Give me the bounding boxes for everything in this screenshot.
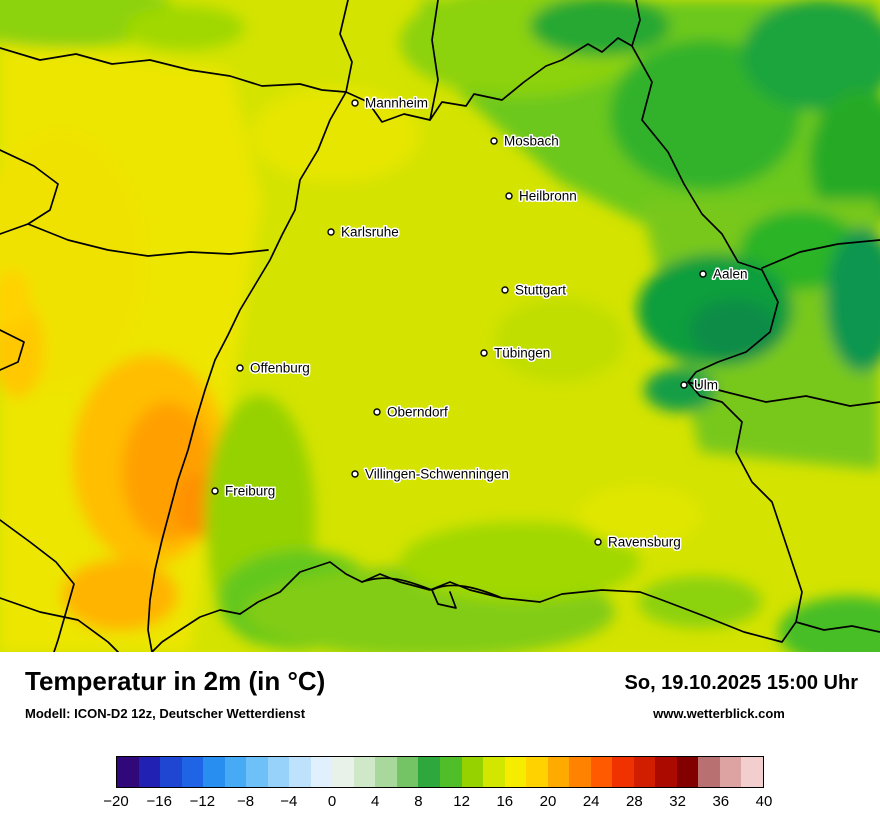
legend-color-segment [439, 757, 462, 787]
city-label: Aalen [713, 267, 748, 282]
temperature-scale-ticks: −20 −16 −12 −8 −4 0 4 8 12 16 20 24 28 32 36 40 [103, 793, 772, 813]
legend-color-segment [117, 757, 139, 787]
city-label: Offenburg [250, 361, 310, 376]
legend-color-segment [655, 757, 677, 787]
legend-color-segment [310, 757, 333, 787]
legend-tick-label: 32 [669, 793, 686, 810]
legend-tick-label: −20 [103, 793, 129, 810]
legend-color-segment [138, 757, 161, 787]
city-dot [490, 137, 498, 145]
city-label: Villingen-Schwenningen [365, 467, 509, 482]
city-label: Ulm [694, 378, 718, 393]
legend-color-segment [676, 757, 699, 787]
temperature-color-scale [116, 756, 764, 788]
legend-tick-label: 16 [496, 793, 514, 810]
city-dot [373, 408, 381, 416]
legend-color-segment [203, 757, 225, 787]
legend-tick-label: 4 [371, 793, 380, 810]
legend-tick-label: 28 [626, 793, 643, 810]
website-url: www.wetterblick.com [653, 706, 785, 721]
legend-tick-label: 20 [539, 793, 557, 810]
legend-color-segment [396, 757, 419, 787]
legend-color-segment [160, 757, 182, 787]
legend-color-segment [569, 757, 591, 787]
city-label: Stuttgart [515, 283, 566, 298]
city-dot [480, 349, 488, 357]
legend-tick-label: 40 [755, 793, 773, 810]
city-label: Oberndorf [387, 405, 448, 420]
page-title: Temperatur in 2m (in °C) [25, 666, 326, 696]
legend-color-segment [526, 757, 548, 787]
city-dot [211, 487, 219, 495]
legend-color-segment [375, 757, 397, 787]
city-marker-oberndorf: Oberndorf [373, 403, 450, 421]
model-info: Modell: ICON-D2 12z, Deutscher Wetterdie… [25, 706, 306, 721]
legend-color-segment [418, 757, 440, 787]
city-dot [351, 99, 359, 107]
city-marker-mannheim: Mannheim [351, 94, 430, 112]
legend-color-segment [246, 757, 268, 787]
border-lines [0, 0, 880, 652]
legend-color-segment [590, 757, 613, 787]
legend-color-segment [698, 757, 720, 787]
legend-tick-label: −8 [237, 793, 255, 810]
city-label: Freiburg [225, 484, 275, 499]
legend-color-segment [289, 757, 311, 787]
legend-tick-label: 12 [453, 793, 470, 810]
city-label: Mosbach [504, 134, 559, 149]
city-dot [699, 270, 707, 278]
temperature-map: Mannheim Mosbach Heilbronn Karlsruhe Stuttga… [0, 0, 880, 652]
legend-tick-label: −12 [189, 793, 216, 810]
legend-tick-label: 0 [327, 793, 337, 810]
city-marker-stuttgart: Stuttgart [501, 281, 568, 299]
city-dot [351, 470, 359, 478]
city-marker-offenburg: Offenburg [236, 359, 311, 377]
city-dot [594, 538, 602, 546]
city-marker-villingen-schwenningen: Villingen-Schwenningen [351, 465, 510, 483]
city-layer: Mannheim Mosbach Heilbronn Karlsruhe Stuttga… [211, 94, 749, 551]
city-marker-ravensburg: Ravensburg [594, 533, 682, 551]
legend-color-segment [547, 757, 570, 787]
legend-color-segment [504, 757, 527, 787]
legend-color-segment [483, 757, 505, 787]
city-dot [236, 364, 244, 372]
city-label: Heilbronn [519, 189, 577, 204]
city-marker-ulm: Ulm [680, 376, 720, 394]
city-marker-aalen: Aalen [699, 265, 749, 283]
legend-tick-label: 8 [414, 793, 423, 810]
city-marker-karlsruhe: Karlsruhe [327, 223, 400, 241]
legend-tick-label: −4 [280, 793, 298, 810]
legend-color-segment [332, 757, 354, 787]
forecast-datetime: So, 19.10.2025 15:00 Uhr [624, 672, 858, 694]
legend-color-segment [612, 757, 634, 787]
legend-color-segment [181, 757, 204, 787]
legend-tick-label: 24 [582, 793, 600, 810]
legend-color-segment [224, 757, 247, 787]
city-marker-heilbronn: Heilbronn [505, 187, 578, 205]
legend-color-segment [461, 757, 484, 787]
legend-color-segment [741, 757, 763, 787]
legend-tick-label: 36 [712, 793, 730, 810]
city-marker-mosbach: Mosbach [490, 132, 560, 150]
city-label: Mannheim [365, 96, 428, 111]
legend-color-segment [267, 757, 290, 787]
city-dot [505, 192, 513, 200]
city-dot [680, 381, 688, 389]
city-dot [501, 286, 509, 294]
legend-color-segment [719, 757, 742, 787]
city-marker-freiburg: Freiburg [211, 482, 277, 500]
legend-color-segment [353, 757, 376, 787]
city-dot [327, 228, 335, 236]
city-label: Ravensburg [608, 535, 681, 550]
legend-tick-label: −16 [146, 793, 172, 810]
city-marker-t-bingen: Tübingen [480, 344, 552, 362]
city-label: Tübingen [494, 346, 550, 361]
legend-color-segment [633, 757, 656, 787]
city-label: Karlsruhe [341, 225, 399, 240]
